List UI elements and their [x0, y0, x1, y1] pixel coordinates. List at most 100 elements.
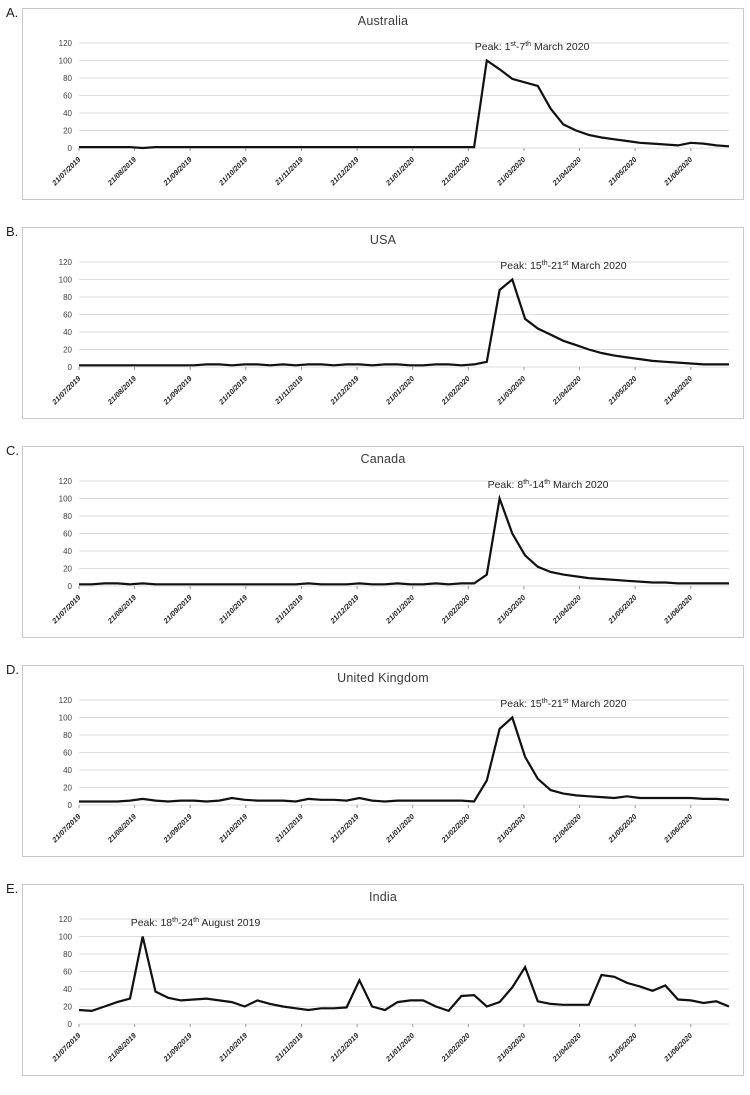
peak-annotation: Peak: 8th-14th March 2020: [488, 479, 609, 491]
line-chart-australia: 02040608010012021/07/201921/08/201921/09…: [23, 33, 743, 199]
x-tick-label: 21/04/2020: [550, 155, 583, 188]
x-tick-label: 21/12/2019: [328, 1030, 362, 1064]
chart-card: Australia 02040608010012021/07/201921/08…: [22, 8, 744, 200]
x-tick-label: 21/05/2020: [606, 155, 639, 188]
x-tick-label: 21/09/2019: [161, 154, 195, 188]
x-tick-label: 21/10/2019: [216, 811, 250, 845]
peak-annotation: Peak: 1st-7th March 2020: [475, 41, 590, 53]
x-tick-label: 21/12/2019: [328, 811, 362, 845]
trend-line: [79, 499, 729, 585]
x-tick-label: 21/03/2020: [494, 1031, 527, 1064]
chart-card: United Kingdom 02040608010012021/07/2019…: [22, 665, 744, 857]
y-tick-label: 120: [59, 477, 73, 486]
x-tick-label: 21/01/2020: [383, 812, 416, 845]
y-tick-label: 0: [68, 1020, 73, 1029]
x-tick-label: 21/10/2019: [216, 154, 250, 188]
x-tick-label: 21/08/2019: [105, 1030, 139, 1064]
panel-letter: D.: [6, 662, 19, 677]
y-tick-label: 20: [63, 783, 72, 792]
x-tick-label: 21/08/2019: [105, 373, 139, 407]
x-tick-label: 21/07/2019: [50, 1030, 84, 1064]
x-tick-label: 21/05/2020: [606, 812, 639, 845]
x-tick-label: 21/04/2020: [550, 812, 583, 845]
x-tick-label: 21/02/2020: [439, 1031, 472, 1064]
x-tick-label: 21/07/2019: [50, 592, 84, 626]
x-tick-label: 21/10/2019: [216, 373, 250, 407]
x-tick-label: 21/06/2020: [661, 374, 694, 407]
panel-letter: B.: [6, 224, 18, 239]
y-tick-label: 20: [63, 564, 72, 573]
y-tick-label: 60: [63, 967, 72, 976]
x-tick-label: 21/10/2019: [216, 592, 250, 626]
x-tick-label: 21/07/2019: [50, 373, 84, 407]
chart-title: United Kingdom: [23, 671, 743, 685]
x-tick-label: 21/11/2019: [272, 1030, 305, 1063]
line-chart-india: 02040608010012021/07/201921/08/201921/09…: [23, 909, 743, 1075]
x-tick-label: 21/08/2019: [105, 592, 139, 626]
chart-card: USA 02040608010012021/07/201921/08/20192…: [22, 227, 744, 419]
y-tick-label: 60: [63, 529, 72, 538]
x-tick-label: 21/09/2019: [161, 592, 195, 626]
x-tick-label: 21/03/2020: [494, 374, 527, 407]
chart-title: India: [23, 890, 743, 904]
trend-line: [79, 937, 729, 1011]
x-tick-label: 21/12/2019: [328, 373, 362, 407]
x-tick-label: 21/12/2019: [328, 154, 362, 188]
x-tick-label: 21/01/2020: [383, 155, 416, 188]
x-tick-label: 21/03/2020: [494, 812, 527, 845]
x-tick-label: 21/05/2020: [606, 593, 639, 626]
trend-line: [79, 718, 729, 802]
y-tick-label: 80: [63, 512, 72, 521]
line-chart-usa: 02040608010012021/07/201921/08/201921/09…: [23, 252, 743, 418]
x-tick-label: 21/07/2019: [50, 811, 84, 845]
panel-letter: C.: [6, 443, 19, 458]
y-tick-label: 100: [59, 275, 73, 284]
x-tick-label: 21/02/2020: [439, 593, 472, 626]
y-tick-label: 120: [59, 915, 73, 924]
x-tick-label: 21/03/2020: [494, 593, 527, 626]
x-tick-label: 21/06/2020: [661, 1031, 694, 1064]
x-tick-label: 21/06/2020: [661, 593, 694, 626]
x-tick-label: 21/05/2020: [606, 374, 639, 407]
x-tick-label: 21/01/2020: [383, 593, 416, 626]
x-tick-label: 21/02/2020: [439, 374, 472, 407]
y-tick-label: 60: [63, 310, 72, 319]
panel-australia: A. Australia 02040608010012021/07/201921…: [0, 0, 750, 219]
y-tick-label: 0: [68, 144, 73, 153]
trend-line: [79, 61, 729, 149]
x-tick-label: 21/09/2019: [161, 1030, 195, 1064]
x-tick-label: 21/09/2019: [161, 373, 195, 407]
x-tick-label: 21/11/2019: [272, 154, 305, 187]
chart-title: Canada: [23, 452, 743, 466]
peak-annotation: Peak: 15th-21st March 2020: [500, 698, 626, 710]
x-tick-label: 21/04/2020: [550, 374, 583, 407]
y-tick-label: 40: [63, 547, 72, 556]
y-tick-label: 80: [63, 74, 72, 83]
y-tick-label: 40: [63, 328, 72, 337]
panel-letter: E.: [6, 881, 18, 896]
y-tick-label: 80: [63, 950, 72, 959]
y-tick-label: 0: [68, 582, 73, 591]
x-tick-label: 21/05/2020: [606, 1031, 639, 1064]
y-tick-label: 80: [63, 731, 72, 740]
chart-title: Australia: [23, 14, 743, 28]
x-tick-label: 21/02/2020: [439, 155, 472, 188]
x-tick-label: 21/04/2020: [550, 593, 583, 626]
y-tick-label: 60: [63, 748, 72, 757]
chart-title: USA: [23, 233, 743, 247]
y-tick-label: 120: [59, 39, 73, 48]
y-tick-label: 40: [63, 109, 72, 118]
y-tick-label: 80: [63, 293, 72, 302]
x-tick-label: 21/08/2019: [105, 811, 139, 845]
peak-annotation: Peak: 15th-21st March 2020: [500, 260, 626, 272]
x-tick-label: 21/10/2019: [216, 1030, 250, 1064]
peak-annotation: Peak: 18th-24th August 2019: [131, 917, 261, 929]
x-tick-label: 21/04/2020: [550, 1031, 583, 1064]
x-tick-label: 21/07/2019: [50, 154, 84, 188]
y-tick-label: 60: [63, 91, 72, 100]
x-tick-label: 21/11/2019: [272, 592, 305, 625]
x-tick-label: 21/11/2019: [272, 373, 305, 406]
y-tick-label: 120: [59, 258, 73, 267]
y-tick-label: 20: [63, 126, 72, 135]
y-tick-label: 20: [63, 345, 72, 354]
